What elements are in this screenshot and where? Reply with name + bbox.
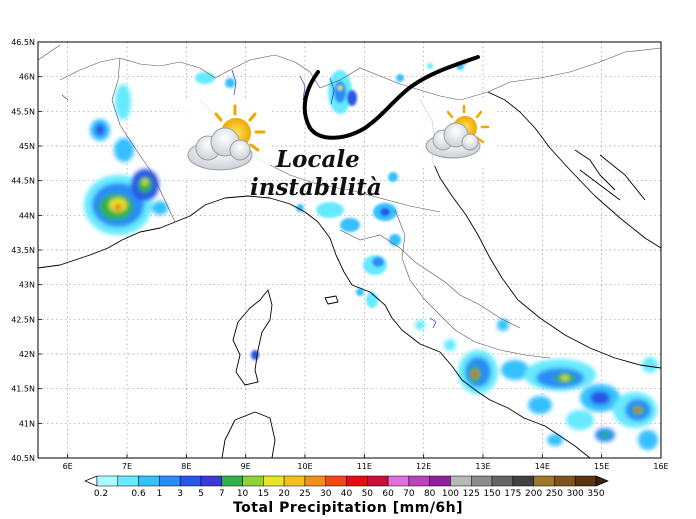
colorbar-swatch [450, 475, 472, 487]
lat-tick-label: 41.5N [11, 385, 35, 394]
colorbar-swatch [263, 475, 285, 487]
lon-tick-label: 15E [594, 462, 609, 471]
colorbar-swatch [200, 475, 222, 487]
colorbar-swatch [221, 475, 243, 487]
colorbar-swatch [512, 475, 534, 487]
longitude-axis: 6E 7E 8E 9E 10E 11E 12E 13E 14E 15E 16E [63, 454, 669, 471]
colorbar-swatch [471, 475, 493, 487]
colorbar-swatch [367, 475, 389, 487]
colorbar-label: 80 [424, 489, 436, 499]
colorbar-label: 3 [177, 489, 183, 499]
colorbar-swatch [304, 475, 326, 487]
rain-area-apennines [251, 172, 401, 360]
borders [37, 44, 662, 359]
lat-tick-label: 42.5N [11, 315, 35, 324]
colorbar-label: 15 [258, 489, 269, 499]
colorbar-label: 0.2 [94, 489, 108, 499]
colorbar-label: 60 [382, 489, 394, 499]
colorbar-swatch [159, 475, 181, 487]
lat-tick-label: 46.5N [11, 38, 35, 47]
colorbar-swatch [554, 475, 576, 487]
colorbar-swatch [283, 475, 306, 487]
lat-tick-label: 43N [19, 281, 35, 290]
lon-tick-label: 11E [357, 462, 372, 471]
precipitation-field [84, 60, 658, 450]
lon-tick-label: 16E [653, 462, 668, 471]
lat-tick-label: 41N [19, 419, 35, 428]
lakes [61, 69, 437, 329]
lon-tick-label: 7E [122, 462, 132, 471]
rain-area-south [415, 319, 658, 450]
colorbar-label: 300 [567, 489, 584, 499]
colorbar-swatch [138, 475, 160, 487]
lon-tick-label: 8E [181, 462, 191, 471]
colorbar-label: 100 [442, 489, 459, 499]
colorbar-label: 70 [403, 489, 415, 499]
lat-tick-label: 46N [19, 73, 35, 82]
rain-area-maritime-alps [84, 84, 168, 235]
colorbar-label: 200 [525, 489, 542, 499]
colorbar-swatch [491, 475, 514, 487]
colorbar-swatch [242, 475, 264, 487]
colorbar-swatch [325, 475, 347, 487]
lat-tick-label: 44N [19, 211, 35, 220]
colorbar-swatch [96, 475, 119, 487]
lon-tick-label: 14E [535, 462, 550, 471]
colorbar-over-arrow [595, 475, 609, 487]
lat-tick-label: 45N [19, 142, 35, 151]
latitude-axis: 46.5N 46N 45.5N 45N 44.5N 44N 43.5N 43N 42.5N 42N… [11, 38, 42, 463]
annotation-line-2: instabilità [250, 174, 382, 201]
annotation-line-1: Locale [275, 146, 360, 173]
colorbar-label: 25 [299, 489, 310, 499]
lon-tick-label: 12E [416, 462, 431, 471]
colorbar-swatch [574, 475, 597, 487]
colorbar-swatch [346, 475, 368, 487]
colorbar-swatch [429, 475, 451, 487]
colorbar-label: 1 [157, 489, 163, 499]
instability-front-line [302, 55, 480, 140]
colorbar-label: 30 [320, 489, 332, 499]
partly-cloudy-icon [180, 100, 270, 178]
colorbar-label: 125 [463, 489, 480, 499]
colorbar-label: 20 [278, 489, 290, 499]
colorbar-title: Total Precipitation [mm/6h] [233, 500, 463, 516]
colorbar-label: 40 [341, 489, 353, 499]
colorbar-swatch [533, 475, 555, 487]
lat-tick-label: 44.5N [11, 177, 35, 186]
lon-tick-label: 13E [475, 462, 490, 471]
lon-tick-label: 6E [63, 462, 73, 471]
lat-tick-label: 40.5N [11, 454, 35, 463]
colorbar: 0.2 0.6 1 3 5 7 10 15 20 25 30 40 50 60 70 80 100 125 150 1… [84, 475, 609, 499]
colorbar-label: 10 [237, 489, 249, 499]
lat-tick-label: 42N [19, 350, 35, 359]
lon-tick-label: 10E [297, 462, 312, 471]
colorbar-label: 5 [198, 489, 204, 499]
lat-tick-label: 43.5N [11, 246, 35, 255]
colorbar-label: 150 [483, 489, 500, 499]
colorbar-label: 7 [219, 489, 225, 499]
colorbar-swatch [117, 475, 139, 487]
colorbar-label: 50 [362, 489, 374, 499]
lat-tick-label: 45.5N [11, 107, 35, 116]
colorbar-label: 350 [587, 489, 604, 499]
partly-cloudy-icon [418, 100, 494, 166]
colorbar-swatch [179, 475, 202, 487]
colorbar-label: 250 [546, 489, 563, 499]
colorbar-label: 175 [504, 489, 521, 499]
lon-tick-label: 9E [241, 462, 251, 471]
colorbar-swatch [387, 475, 410, 487]
colorbar-label: 0.6 [131, 489, 146, 499]
colorbar-under-arrow [84, 475, 98, 487]
colorbar-swatch [408, 475, 430, 487]
